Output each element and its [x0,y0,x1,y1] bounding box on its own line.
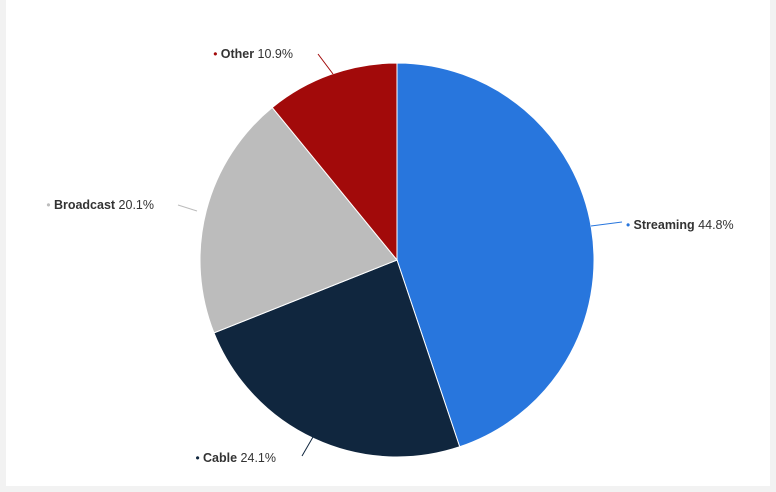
leader-line-other [317,53,334,75]
label-name: Other [221,47,254,61]
label-bullet-icon: • [46,198,54,212]
leader-line-broadcast [177,204,198,212]
data-label-streaming: • Streaming 44.8% [626,218,734,232]
pie-slice-streaming[interactable] [396,62,595,448]
data-label-other: • Other 10.9% [213,47,293,61]
label-bullet-icon: • [213,47,221,61]
pie-slice-other[interactable] [271,62,398,262]
label-bullet-icon: • [626,218,634,232]
label-bullet-icon: • [195,451,203,465]
label-name: Streaming [634,218,695,232]
label-value: 44.8% [695,218,734,232]
label-value: 24.1% [237,451,276,465]
data-label-broadcast: • Broadcast 20.1% [46,198,154,212]
label-value: 10.9% [254,47,293,61]
label-name: Broadcast [54,198,116,212]
pie-slice-broadcast[interactable] [199,106,398,334]
data-label-cable: • Cable 24.1% [195,451,276,465]
leader-line-cable [301,436,314,457]
label-value: 20.1% [115,198,154,212]
leader-line-streaming [590,221,623,227]
pie-slice-cable[interactable] [213,259,461,458]
label-name: Cable [203,451,237,465]
